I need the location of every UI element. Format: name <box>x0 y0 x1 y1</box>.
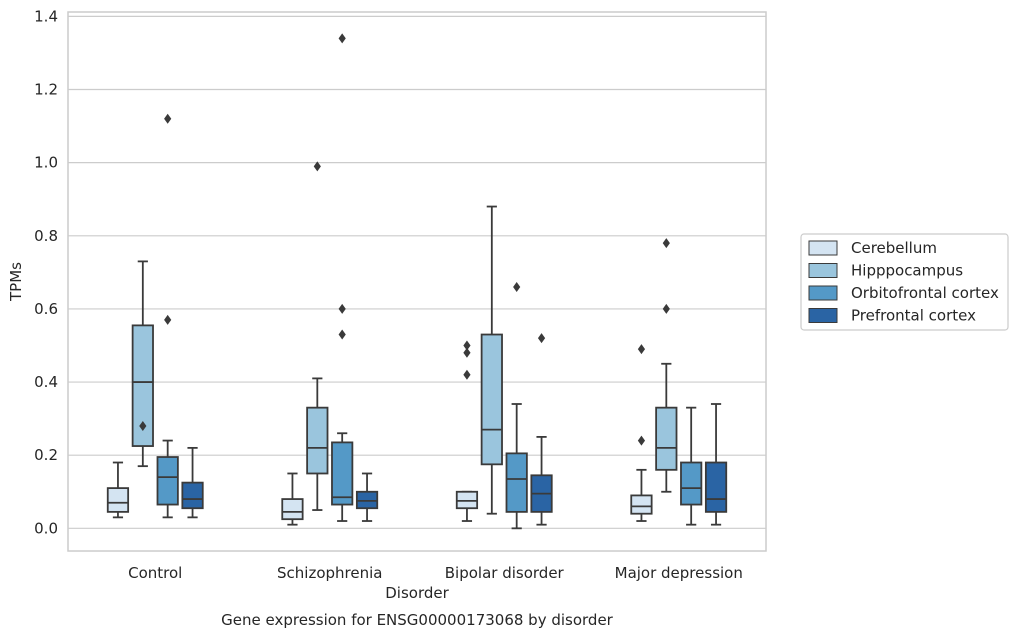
outlier-point <box>463 347 471 358</box>
box-orbitofrontal-cortex-3 <box>680 406 703 526</box>
box-cerebellum-3 <box>630 344 653 522</box>
outlier-point <box>139 420 147 431</box>
legend-item: Cerebellum <box>808 239 937 257</box>
y-tick-label: 1.2 <box>34 81 58 99</box>
outlier-point <box>662 238 670 249</box>
iqr-box <box>680 461 703 506</box>
legend-label: Hipppocampus <box>851 262 963 280</box>
outlier-point <box>463 340 471 351</box>
y-tick-label: 0.4 <box>34 373 58 391</box>
legend-item: Hipppocampus <box>808 262 963 280</box>
legend-label: Orbitofrontal cortex <box>851 284 999 302</box>
grid-lines <box>68 15 766 529</box>
y-tick-label: 0.8 <box>34 227 58 245</box>
box-groups <box>106 33 728 530</box>
outlier-point <box>463 369 471 380</box>
x-tick-label: Schizophrenia <box>277 564 382 582</box>
box-prefrontal-cortex-2 <box>530 333 553 526</box>
box-cerebellum-2 <box>455 340 479 522</box>
outlier-point <box>637 435 646 446</box>
x-tick-label: Major depression <box>615 564 743 582</box>
x-tick-label: Bipolar disorder <box>445 564 565 582</box>
y-axis-title: TPMs <box>7 262 25 302</box>
plot-frame <box>67 11 767 552</box>
y-tick-label: 1.0 <box>34 154 58 172</box>
legend-label: Prefrontal cortex <box>851 307 976 325</box>
iqr-box <box>306 406 329 475</box>
iqr-box <box>630 494 653 515</box>
iqr-box <box>331 441 354 506</box>
outlier-point <box>637 344 646 355</box>
outlier-point <box>164 113 172 124</box>
y-tick-label: 0.2 <box>34 446 58 464</box>
x-tick-label: Control <box>128 564 182 582</box>
box-orbitofrontal-cortex-0 <box>156 113 179 519</box>
outlier-point <box>537 333 546 344</box>
box-hipppocampus-1 <box>306 161 329 511</box>
iqr-box <box>181 481 204 510</box>
box-hipppocampus-0 <box>131 260 154 468</box>
iqr-box <box>655 406 678 471</box>
iqr-box <box>281 498 304 521</box>
box-orbitofrontal-cortex-2 <box>505 281 528 530</box>
outlier-point <box>662 303 670 314</box>
iqr-box <box>480 333 503 466</box>
iqr-box <box>156 456 179 506</box>
outlier-point <box>513 281 521 292</box>
box-orbitofrontal-cortex-1 <box>331 33 354 522</box>
box-cerebellum-1 <box>281 472 304 526</box>
iqr-box <box>704 461 728 513</box>
box-hipppocampus-3 <box>655 238 678 493</box>
y-tick-label: 0.6 <box>34 300 58 318</box>
x-axis-title: Disorder <box>385 584 449 602</box>
box-prefrontal-cortex-3 <box>704 403 728 526</box>
iqr-box <box>505 452 528 513</box>
outlier-point <box>164 314 172 325</box>
legend-swatch <box>808 285 838 301</box>
box-prefrontal-cortex-1 <box>355 472 379 522</box>
iqr-box <box>131 324 154 447</box>
chart-caption: Gene expression for ENSG00000173068 by d… <box>221 611 614 629</box>
legend-frame <box>800 233 1009 331</box>
x-tick-labels: Control Schizophrenia Bipolar disorder Majo… <box>128 564 743 582</box>
box-prefrontal-cortex-0 <box>181 446 204 519</box>
legend: Cerebellum Hipppocampus Orbitofrontal cort… <box>800 233 1009 331</box>
outlier-point <box>338 33 346 44</box>
iqr-box <box>455 490 479 510</box>
legend-item: Orbitofrontal cortex <box>808 284 999 302</box>
box-hipppocampus-2 <box>480 205 503 515</box>
legend-item: Prefrontal cortex <box>808 307 976 325</box>
iqr-box <box>106 487 130 513</box>
y-tick-label: 1.4 <box>34 7 58 25</box>
box-cerebellum-0 <box>106 461 130 519</box>
legend-swatch <box>808 240 838 256</box>
legend-swatch <box>808 263 838 278</box>
y-tick-labels: 0.0 0.2 0.4 0.6 0.8 1.0 1.2 1.4 <box>34 7 58 537</box>
outlier-point <box>313 161 321 172</box>
outlier-point <box>338 329 346 340</box>
legend-swatch <box>808 308 838 323</box>
legend-label: Cerebellum <box>851 239 937 257</box>
y-tick-label: 0.0 <box>34 519 58 537</box>
iqr-box <box>355 490 379 510</box>
outlier-point <box>338 303 346 314</box>
